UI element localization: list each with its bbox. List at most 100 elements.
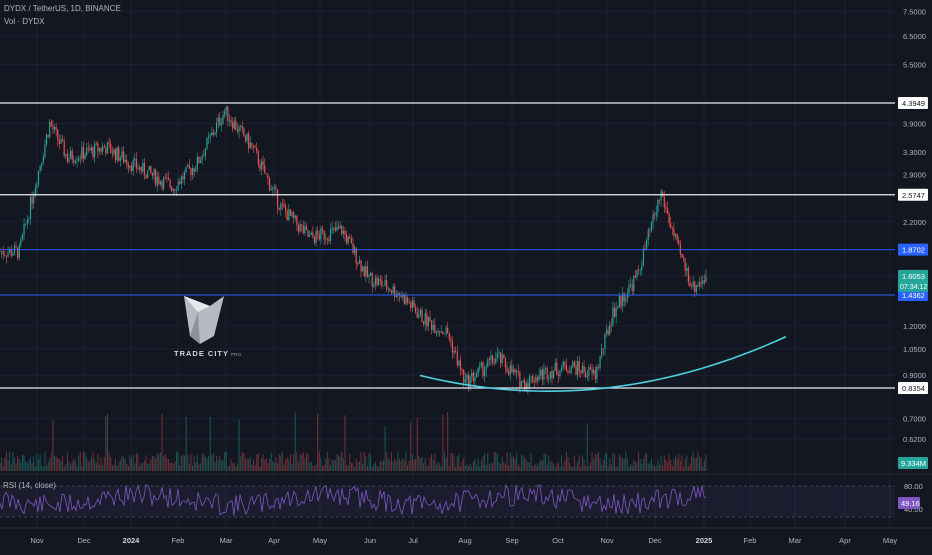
candle-body <box>345 234 348 244</box>
candle-body <box>357 263 359 264</box>
volume-bar <box>288 459 290 471</box>
time-tick-label: Mar <box>789 536 802 545</box>
volume-bar <box>244 458 246 471</box>
candle-body <box>164 177 166 179</box>
candle-body <box>230 120 232 123</box>
volume-bar <box>532 466 534 471</box>
candle-body <box>559 371 561 377</box>
volume-bar <box>206 458 208 471</box>
volume-bar <box>147 464 149 471</box>
candle-body <box>347 236 349 244</box>
candle-body <box>74 161 77 163</box>
price-tick-label: 0.9000 <box>903 371 926 380</box>
candle-body <box>503 354 505 359</box>
volume-bar <box>192 465 194 471</box>
candle-body <box>39 166 41 171</box>
countdown-label: 07:34:12 <box>900 284 927 291</box>
volume-bar <box>665 459 667 471</box>
candle-body <box>81 146 83 159</box>
volume-bar <box>602 460 604 471</box>
candle-body <box>471 372 473 377</box>
volume-bar <box>26 462 28 471</box>
volume-bar <box>379 461 381 471</box>
volume-bar <box>498 462 500 471</box>
time-tick-label: Jul <box>408 536 418 545</box>
candle-body <box>668 214 670 224</box>
volume-bar <box>179 465 181 471</box>
volume-bar <box>562 466 564 471</box>
candle-body <box>477 367 479 375</box>
candle-body <box>337 226 340 229</box>
candle-body <box>652 214 654 223</box>
candle-body <box>45 134 48 145</box>
volume-bar <box>273 462 275 471</box>
candle-body <box>318 234 320 240</box>
volume-bar <box>386 452 388 471</box>
candle-body <box>124 159 126 163</box>
volume-bar <box>58 458 60 471</box>
candle-body <box>362 266 364 272</box>
volume-bar <box>145 455 147 471</box>
volume-bar <box>269 458 271 471</box>
candle-body <box>514 369 516 373</box>
volume-bar <box>492 463 494 471</box>
volume-bar <box>28 459 30 471</box>
candle-body <box>317 231 319 235</box>
volume-bar <box>187 454 189 471</box>
volume-bar <box>341 451 343 471</box>
volume-bar <box>116 465 118 471</box>
volume-bar <box>9 451 11 471</box>
volume-bar <box>370 454 372 471</box>
candle-body <box>15 245 17 248</box>
candle-body <box>694 281 696 292</box>
candle-body <box>463 370 465 383</box>
volume-bar <box>636 462 638 471</box>
volume-bar <box>699 457 701 471</box>
candle-body <box>612 307 614 326</box>
candle-body <box>212 132 215 135</box>
volume-bar <box>331 459 333 471</box>
candle-body <box>79 157 81 159</box>
candle-body <box>360 260 362 272</box>
time-axis: Nov Dec 2024 Feb Mar Apr May Jun Jul Aug Sep Oct Nov… <box>30 536 897 545</box>
volume-bar <box>169 462 171 471</box>
candle-body <box>418 314 420 318</box>
volume-bar <box>663 455 665 471</box>
volume-bar <box>606 452 608 471</box>
candle-body <box>122 151 125 163</box>
time-tick-label: Nov <box>600 536 614 545</box>
volume-bar <box>434 454 436 471</box>
volume-bar <box>216 455 218 471</box>
volume-bar <box>2 465 4 471</box>
level-price-tag <box>898 288 928 301</box>
candle-body <box>41 162 43 167</box>
volume-bar <box>601 464 603 471</box>
volume-bar <box>540 459 542 471</box>
candle-body <box>89 148 91 151</box>
volume-bar <box>293 454 295 471</box>
volume-bar <box>164 454 166 471</box>
volume-bar <box>374 462 376 471</box>
candle-body <box>217 117 219 123</box>
volume-bar <box>647 463 649 471</box>
candle-body <box>209 134 211 137</box>
candle-body <box>127 164 129 168</box>
candle-body <box>150 166 152 173</box>
candle-body <box>153 169 155 176</box>
candle-body <box>705 275 707 283</box>
candle-body <box>535 377 537 383</box>
candle-body <box>211 132 213 135</box>
time-tick-label: Apr <box>839 536 851 545</box>
candle-body <box>445 327 447 334</box>
volume-bar <box>291 463 293 471</box>
candle-body <box>105 147 107 154</box>
volume-bar <box>270 452 272 471</box>
candle-body <box>114 149 117 161</box>
candle-body <box>259 164 261 170</box>
candle-body <box>431 320 433 330</box>
volume-bar <box>18 459 20 471</box>
time-tick-label: Aug <box>458 536 471 545</box>
volume-bar <box>350 462 352 471</box>
volume-bar <box>432 459 434 471</box>
